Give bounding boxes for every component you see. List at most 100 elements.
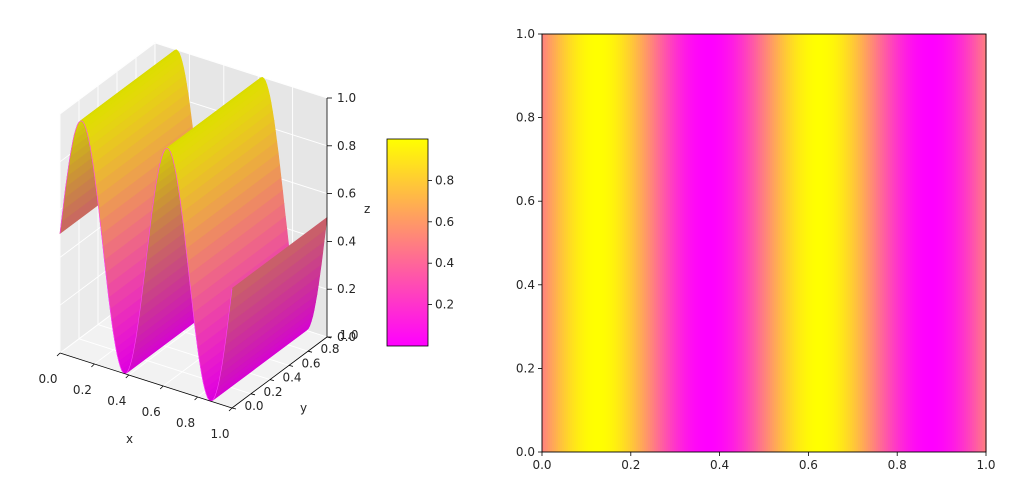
heatmap-cell: [686, 34, 689, 452]
heatmap-ticks: 0.0 0.2 0.4 0.6 0.8 1.0 0.0 0.2 0.4 0.6 0.8 1.0: [516, 27, 996, 472]
heatmap-cell: [766, 34, 769, 452]
heatmap-cell: [978, 34, 981, 452]
heatmap-cell: [562, 34, 565, 452]
heatmap-cell: [656, 34, 659, 452]
heatmap-cell: [776, 34, 779, 452]
heatmap-cell: [918, 34, 921, 452]
heatmap-cell: [950, 34, 953, 452]
x-axis-label: x: [126, 432, 133, 446]
heatmap-cell: [578, 34, 581, 452]
heatmap-cell: [728, 34, 731, 452]
heatmap-cell: [678, 34, 681, 452]
heatmap-cell: [878, 34, 881, 452]
heatmap-y-tick-label: 0.8: [516, 111, 535, 125]
heatmap-cell: [740, 34, 743, 452]
colorbar-ticks: 0.2 0.4 0.6 0.8: [428, 173, 454, 312]
heatmap-cell: [904, 34, 907, 452]
heatmap-cell: [870, 34, 873, 452]
heatmap-cell: [848, 34, 851, 452]
heatmap-cell: [662, 34, 665, 452]
y-tick-label: 0.8: [320, 342, 339, 356]
heatmap-cell: [794, 34, 797, 452]
heatmap-cell: [704, 34, 707, 452]
heatmap-cell: [808, 34, 811, 452]
z-axis-label: z: [364, 202, 370, 216]
heatmap-cell: [720, 34, 723, 452]
heatmap-cell: [638, 34, 641, 452]
heatmap-cell: [756, 34, 759, 452]
heatmap-cell: [884, 34, 887, 452]
heatmap-cell: [736, 34, 739, 452]
heatmap-cell: [660, 34, 663, 452]
heatmap-cell: [916, 34, 919, 452]
heatmap-cell: [700, 34, 703, 452]
heatmap-cell: [684, 34, 687, 452]
heatmap-cell: [876, 34, 879, 452]
z-tick-label: 0.0: [337, 330, 356, 344]
heatmap-cell: [664, 34, 667, 452]
x-tick-label: 0.8: [176, 416, 195, 430]
x-axis-line: [59, 352, 233, 409]
heatmap-cell: [924, 34, 927, 452]
heatmap-cell: [970, 34, 973, 452]
heatmap-cell: [886, 34, 889, 452]
gridline: [154, 42, 328, 99]
z-tick-label: 0.4: [337, 234, 356, 248]
colorbar-tick-label: 0.4: [435, 256, 454, 270]
heatmap-cell: [860, 34, 863, 452]
heatmap-cell: [724, 34, 727, 452]
heatmap-cell: [696, 34, 699, 452]
heatmap-cell: [826, 34, 829, 452]
heatmap-cell: [692, 34, 695, 452]
y-axis-label: y: [300, 401, 307, 415]
heatmap-cell: [960, 34, 963, 452]
heatmap-cell: [602, 34, 605, 452]
gridline: [59, 42, 156, 115]
heatmap-cell: [682, 34, 685, 452]
heatmap-cell: [880, 34, 883, 452]
heatmap-cell: [832, 34, 835, 452]
heatmap-cell: [560, 34, 563, 452]
heatmap-cell: [786, 34, 789, 452]
heatmap-cell: [834, 34, 837, 452]
heatmap-cell: [734, 34, 737, 452]
heatmap-cell: [846, 34, 849, 452]
x-tick-label: 1.0: [210, 427, 229, 441]
heatmap-cell: [946, 34, 949, 452]
heatmap-cell: [644, 34, 647, 452]
heatmap-cell: [624, 34, 627, 452]
y-tick: [231, 407, 237, 410]
z-tick-label: 0.8: [337, 139, 356, 153]
heatmap-cell: [952, 34, 955, 452]
heatmap-cell: [598, 34, 601, 452]
heatmap-cell: [648, 34, 651, 452]
heatmap-cell: [818, 34, 821, 452]
x-tick: [91, 363, 95, 368]
heatmap-cell: [746, 34, 749, 452]
heatmap-cell: [750, 34, 753, 452]
heatmap-cell: [956, 34, 959, 452]
heatmap-cell: [758, 34, 761, 452]
heatmap-cell: [812, 34, 815, 452]
heatmap-cell: [674, 34, 677, 452]
heatmap-cell: [552, 34, 555, 452]
heatmap-y-tick-label: 0.0: [516, 445, 535, 459]
heatmap-cell: [914, 34, 917, 452]
heatmap-cell: [822, 34, 825, 452]
heatmap-cell: [722, 34, 725, 452]
heatmap-cell: [836, 34, 839, 452]
heatmap-cell: [962, 34, 965, 452]
heatmap-cell: [774, 34, 777, 452]
y-tick-label: 0.2: [263, 385, 282, 399]
heatmap-cell: [902, 34, 905, 452]
heatmap-cell: [920, 34, 923, 452]
heatmap-cell: [930, 34, 933, 452]
heatmap-cell: [626, 34, 629, 452]
heatmap-cell: [830, 34, 833, 452]
heatmap-x-tick-label: 0.0: [532, 458, 551, 472]
heatmap-cell: [966, 34, 969, 452]
heatmap-cell: [572, 34, 575, 452]
heatmap-cell: [652, 34, 655, 452]
heatmap-cell: [868, 34, 871, 452]
